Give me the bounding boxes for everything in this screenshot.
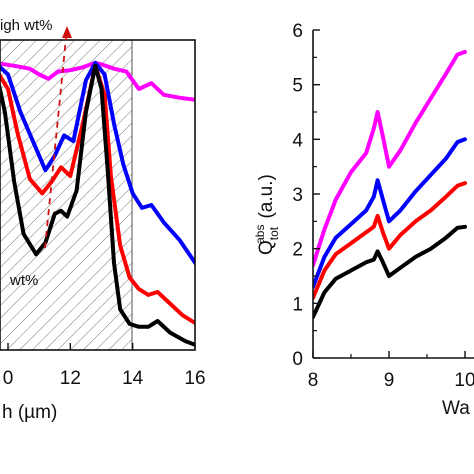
red-dashed-arrow-shaft — [44, 37, 67, 249]
left-series-line-3 — [0, 63, 195, 347]
right-y-tick-label: 3 — [292, 185, 303, 206]
arrow-label-high: igh wt% — [0, 17, 53, 34]
right-y-tick-label: 4 — [292, 130, 303, 151]
right-tick-group: 0 1 2 3 4 5 6 8 9 10 — [292, 21, 474, 391]
right-panel: 0 1 2 3 4 5 6 8 9 10 Qtotabs(a.u.) Wa — [253, 21, 474, 419]
left-x-tick-label: 0 — [3, 368, 14, 389]
right-x-tick-label: 8 — [308, 370, 319, 391]
left-plot-frame — [0, 39, 196, 351]
left-tick-group: 0 12 14 16 — [3, 343, 206, 389]
right-series-line-3 — [313, 224, 467, 319]
red-arrow-head — [62, 26, 72, 38]
left-x-tick-label: 16 — [184, 368, 205, 389]
right-series-line-0 — [313, 49, 467, 268]
left-series-line-1 — [0, 60, 195, 267]
right-series-line-1 — [313, 137, 467, 289]
right-y-tick-label: 2 — [292, 240, 303, 261]
left-panel: 0 12 14 16 igh wt% wt% h (µm) — [0, 17, 206, 423]
right-y-tick-label: 0 — [292, 349, 303, 370]
right-series-line-2 — [313, 181, 467, 300]
right-x-tick-label: 9 — [384, 370, 395, 391]
left-x-tick-label: 12 — [60, 368, 81, 389]
right-y-tick-label: 1 — [292, 294, 303, 315]
right-series-group — [313, 49, 467, 319]
left-x-tick-label: 14 — [122, 368, 144, 389]
right-y-axis-title: Qtotabs(a.u.) — [253, 174, 281, 255]
right-y-tick-label: 6 — [292, 21, 303, 42]
right-y-tick-label: 5 — [292, 76, 303, 97]
left-x-axis-title: h (µm) — [2, 402, 57, 423]
arrow-label-low: wt% — [9, 272, 38, 289]
right-x-axis-title: Wa — [442, 398, 470, 419]
right-x-tick-label: 10 — [454, 370, 474, 391]
left-series-group — [0, 60, 195, 347]
